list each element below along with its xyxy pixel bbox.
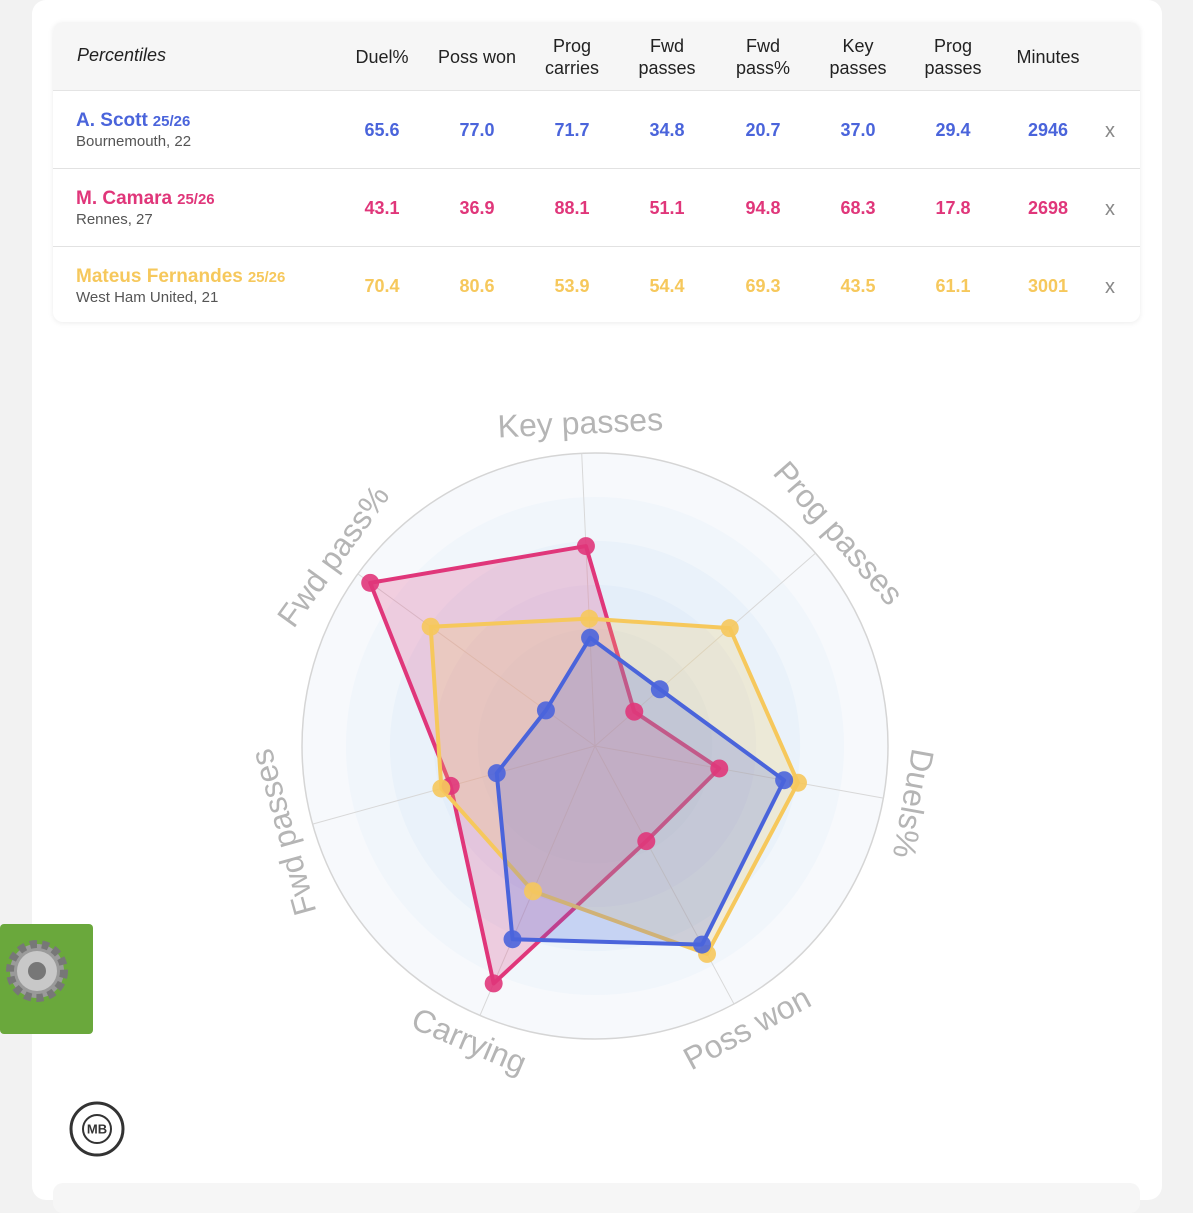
column-header: Duel% <box>355 47 409 67</box>
logo-text: MB <box>87 1121 107 1136</box>
radar-point <box>625 702 644 721</box>
cell: 94.8 <box>745 198 781 218</box>
radar-area <box>428 616 800 956</box>
radar-area <box>368 544 722 986</box>
comparison-table: Percentiles Duel% Poss won Prog carries Fwd… <box>53 22 1140 322</box>
radar-point <box>710 759 729 778</box>
table-header: Percentiles Duel% Poss won Prog carries Fwd… <box>53 22 1140 91</box>
radar-point <box>775 771 794 790</box>
radar-point <box>788 773 807 792</box>
column-header: Prog passes <box>924 36 982 78</box>
radar-spoke <box>357 573 596 747</box>
column-header: Poss won <box>437 47 517 67</box>
radar-point <box>487 764 506 783</box>
corner-label: Percentiles <box>77 45 167 65</box>
radar-point <box>693 935 712 954</box>
remove-button[interactable]: x <box>1105 276 1115 298</box>
cell: 71.7 <box>554 120 590 140</box>
name: A. Scott <box>76 110 148 131</box>
radar-point <box>650 680 669 699</box>
table-row: A. Scott 25/26 Bournemouth, 22 65.6 77.0 71.7… <box>53 91 1140 169</box>
cell: 54.4 <box>649 276 685 296</box>
radar-point <box>536 701 555 720</box>
name: M. Camara <box>76 188 173 209</box>
radar-area <box>494 635 787 947</box>
radar-point <box>484 974 503 993</box>
name: Mateus Fernandes <box>76 266 243 287</box>
player-name: M. Camara 25/26 <box>76 188 215 210</box>
cell: 43.5 <box>840 276 876 296</box>
radar-point <box>503 930 522 949</box>
table-row: Mateus Fernandes 25/26 West Ham United, 21… <box>53 247 1140 322</box>
player-name: A. Scott 25/26 <box>76 110 190 132</box>
radar-point <box>637 832 656 851</box>
column-header: Fwd passes <box>638 36 696 78</box>
radar-point <box>432 779 451 798</box>
radar-point <box>581 628 600 647</box>
club: Rennes, 27 <box>76 211 153 228</box>
radar-point <box>720 619 739 638</box>
cell: 68.3 <box>840 198 876 218</box>
column-header: Minutes <box>1016 47 1080 67</box>
radar-spoke <box>479 745 596 1016</box>
axis-label: Key passes <box>497 401 664 444</box>
radar-spoke <box>594 745 884 799</box>
cell: 37.0 <box>840 120 876 140</box>
club: West Ham United, 21 <box>76 289 219 306</box>
season: 25/26 <box>177 191 215 208</box>
axis-label: Duels% <box>886 746 941 861</box>
radar-point <box>576 537 595 556</box>
gear-icon <box>6 940 68 1002</box>
season: 25/26 <box>152 113 191 130</box>
radar-spoke <box>581 453 596 747</box>
player-name: Mateus Fernandes 25/26 <box>76 266 285 288</box>
cell: 20.7 <box>745 120 781 140</box>
cell: 3001 <box>1027 276 1069 296</box>
cell: 29.4 <box>935 120 971 140</box>
logo: MB <box>69 1101 125 1157</box>
cell: 80.6 <box>459 276 495 296</box>
cell: 88.1 <box>554 198 590 218</box>
cell: 2698 <box>1027 198 1069 218</box>
column-header: Fwd pass% <box>735 36 791 78</box>
cell: 77.0 <box>459 120 495 140</box>
cell: 43.1 <box>364 198 400 218</box>
cell: 17.8 <box>935 198 971 218</box>
radar-point <box>361 573 380 592</box>
radar-point <box>421 617 440 636</box>
footer-panel <box>53 1183 1140 1213</box>
cell: 61.1 <box>935 276 971 296</box>
settings-button[interactable] <box>0 924 93 1034</box>
cell: 70.4 <box>364 276 400 296</box>
cell: 34.8 <box>649 120 685 140</box>
radar-point <box>524 882 543 901</box>
remove-button[interactable]: x <box>1105 198 1115 220</box>
radar-point <box>580 609 599 628</box>
column-header: Key passes <box>829 36 887 78</box>
cell: 65.6 <box>364 120 400 140</box>
cell: 36.9 <box>459 198 495 218</box>
table-row: M. Camara 25/26 Rennes, 27 43.1 36.9 88.1 51.1… <box>53 169 1140 247</box>
club: Bournemouth, 22 <box>76 133 192 150</box>
cell: 69.3 <box>745 276 781 296</box>
cell: 2946 <box>1027 120 1069 140</box>
remove-button[interactable]: x <box>1105 120 1115 142</box>
column-header: Prog carries <box>544 36 599 78</box>
cell: 53.9 <box>554 276 590 296</box>
season: 25/26 <box>247 269 286 286</box>
cell: 51.1 <box>649 198 685 218</box>
